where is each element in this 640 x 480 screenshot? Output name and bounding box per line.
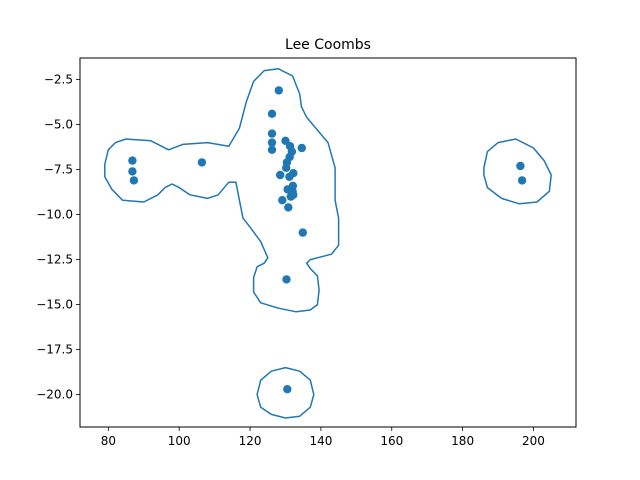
scatter-point-21: [283, 185, 292, 194]
x-tick-label-1: 100: [168, 434, 191, 448]
scatter-point-24: [278, 196, 287, 205]
y-tick-label-6: −17.5: [36, 343, 73, 357]
scatter-point-8: [267, 145, 277, 154]
contour-line-0: [104, 68, 340, 313]
y-tick-label-0: −2.5: [44, 73, 73, 87]
scatter-point-0: [128, 156, 137, 165]
x-tick-label-5: 180: [451, 434, 474, 448]
scatter-points: [128, 86, 527, 394]
plot-frame: [79, 57, 577, 428]
scatter-point-23: [286, 192, 295, 201]
y-tick-label-2: −7.5: [44, 163, 73, 177]
scatter-point-18: [289, 169, 298, 178]
y-tick-label-4: −12.5: [36, 253, 73, 267]
scatter-point-29: [516, 161, 525, 171]
contour-group: [104, 68, 552, 419]
scatter-point-25: [284, 203, 293, 212]
scatter-point-27: [282, 275, 291, 284]
scatter-point-30: [517, 176, 527, 185]
y-axis: −2.5 −5.0 −7.5 −10.0 −12.5 −15.0 −17.5 −20.0: [36, 73, 80, 402]
y-tick-label-1: −5.0: [44, 118, 73, 132]
y-tick-label-5: −15.0: [36, 298, 73, 312]
x-tick-label-4: 160: [380, 434, 403, 448]
x-tick-label-0: 80: [101, 434, 116, 448]
x-tick-label-3: 140: [309, 434, 332, 448]
scatter-point-6: [267, 129, 277, 138]
x-tick-label-2: 120: [239, 434, 262, 448]
scatter-point-3: [197, 158, 207, 167]
scatter-point-5: [267, 109, 277, 119]
scatter-point-26: [298, 228, 307, 237]
scatter-point-15: [282, 163, 291, 172]
scatter-point-12: [297, 143, 306, 153]
scatter-point-4: [274, 86, 283, 95]
scatter-point-7: [267, 138, 277, 147]
scatter-point-1: [128, 167, 137, 176]
scatter-point-2: [129, 176, 139, 185]
contour-line-1: [256, 366, 315, 419]
y-tick-label-7: −20.0: [36, 388, 73, 402]
chart-title: Lee Coombs: [285, 37, 371, 53]
x-axis: 80 100 120 140 160 180 200: [101, 427, 545, 448]
scatter-point-16: [276, 170, 285, 180]
y-tick-label-3: −10.0: [36, 208, 73, 222]
scatter-point-28: [283, 385, 292, 394]
x-tick-label-6: 200: [522, 434, 545, 448]
contour-line-2: [483, 138, 552, 205]
